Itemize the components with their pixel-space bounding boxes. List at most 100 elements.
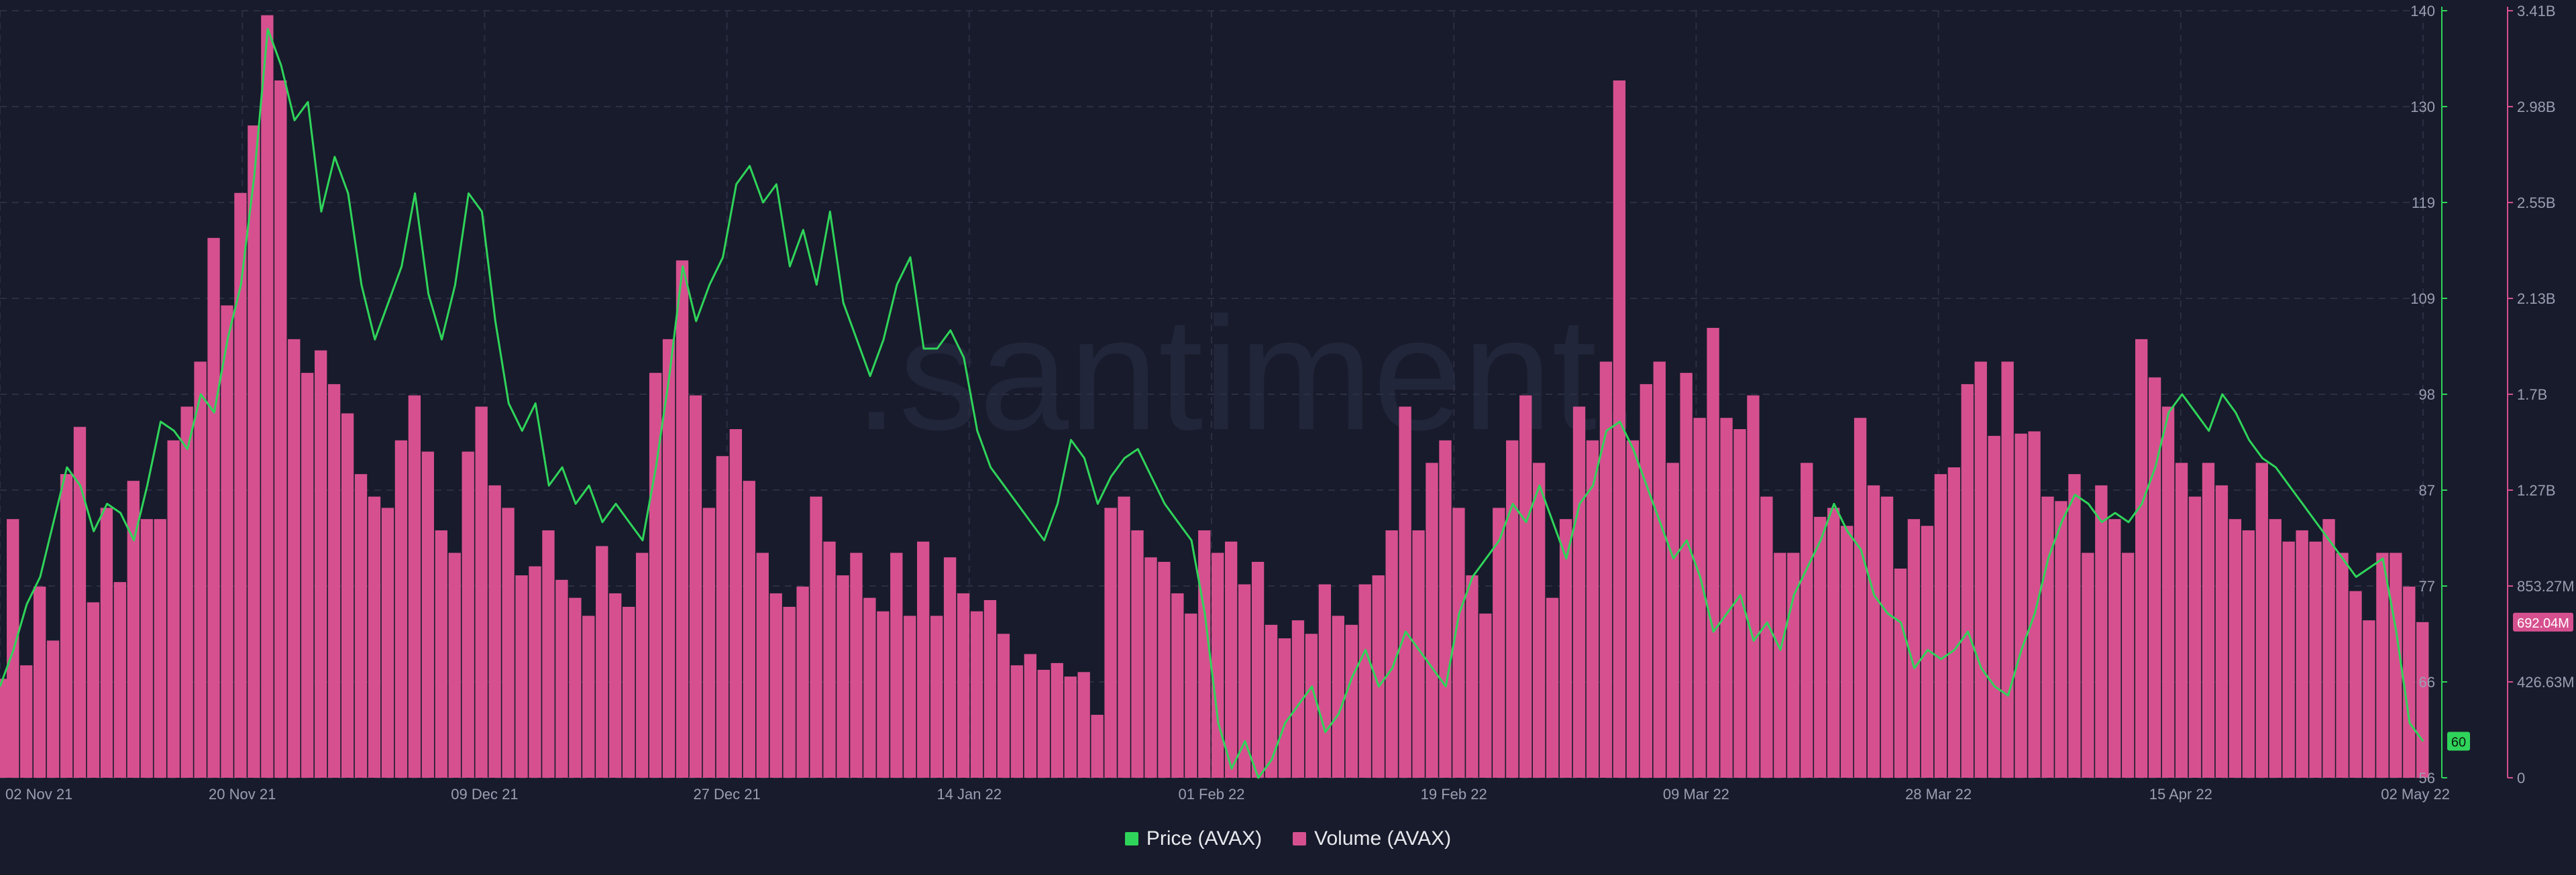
volume-bar — [1974, 361, 1987, 778]
volume-bar — [1840, 526, 1854, 778]
volume-bar — [502, 508, 515, 778]
volume-bar — [529, 566, 541, 778]
volume-bar — [689, 395, 702, 778]
volume-bar — [1934, 474, 1947, 778]
volume-bar — [1493, 508, 1505, 778]
volume-bar — [180, 406, 193, 778]
volume-bar — [421, 451, 435, 778]
volume-bar — [2055, 501, 2068, 778]
volume-bar — [1238, 584, 1251, 778]
volume-bar — [408, 395, 421, 778]
volume-bar — [462, 451, 474, 778]
volume-tick-label: 1.7B — [2517, 386, 2547, 403]
price-tick-label: 119 — [2412, 194, 2435, 211]
price-tick-label: 56 — [2419, 770, 2435, 786]
volume-bar — [622, 607, 635, 778]
volume-bar — [488, 485, 501, 778]
legend-item-volume[interactable]: Volume (AVAX) — [1293, 827, 1451, 850]
price-tick-label: 77 — [2419, 578, 2435, 595]
volume-bar — [2363, 620, 2375, 778]
volume-bar — [1707, 328, 1719, 778]
volume-bar — [248, 125, 260, 778]
volume-bar — [569, 597, 582, 778]
volume-bar — [1372, 575, 1385, 778]
volume-bar — [73, 426, 87, 778]
volume-bar — [1439, 440, 1452, 778]
volume-bar — [274, 80, 287, 778]
volume-bar — [877, 611, 890, 778]
volume-bar — [796, 586, 809, 778]
volume-bar — [1572, 406, 1586, 778]
legend-label-price: Price (AVAX) — [1146, 827, 1263, 850]
volume-bar — [1774, 552, 1786, 778]
x-tick-label: 27 Dec 21 — [693, 786, 760, 803]
volume-bar — [448, 552, 461, 778]
volume-bar — [1747, 395, 1760, 778]
volume-bar — [2229, 519, 2242, 778]
volume-bar — [87, 602, 100, 778]
price-line — [0, 27, 2424, 779]
volume-bars — [0, 15, 2429, 778]
price-tick-label: 140 — [2410, 3, 2435, 19]
x-tick-label: 01 Feb 22 — [1178, 786, 1244, 803]
volume-bar — [1760, 496, 1773, 778]
volume-bar — [2255, 463, 2268, 778]
volume-bar — [515, 575, 528, 778]
volume-bar — [997, 634, 1010, 778]
x-tick-label: 20 Nov 21 — [209, 786, 276, 803]
legend-label-volume: Volume (AVAX) — [1314, 827, 1452, 850]
volume-bar — [1118, 496, 1130, 778]
volume-bar — [2269, 519, 2282, 778]
volume-bar — [970, 611, 983, 778]
volume-bar — [743, 481, 755, 778]
volume-bar — [435, 530, 447, 778]
volume-bar — [582, 616, 595, 778]
volume-bar — [19, 665, 33, 778]
volume-bar — [1532, 463, 1546, 778]
volume-bar — [46, 640, 60, 778]
volume-bar — [2403, 586, 2416, 778]
volume-bar — [904, 616, 916, 778]
volume-bar — [609, 593, 622, 778]
volume-bar — [2376, 552, 2389, 778]
volume-bar — [2001, 361, 2014, 778]
volume-bar — [1091, 715, 1104, 778]
volume-bar — [702, 508, 716, 778]
volume-bar — [2188, 496, 2202, 778]
volume-bar — [368, 496, 381, 778]
volume-bar — [354, 474, 368, 778]
volume-bar — [327, 384, 341, 778]
volume-bar — [1827, 508, 1840, 778]
volume-bar — [1880, 496, 1894, 778]
volume-bar — [100, 508, 113, 778]
volume-bar — [234, 192, 247, 778]
volume-bar — [1559, 519, 1572, 778]
volume-bar — [2242, 530, 2255, 778]
volume-bar — [1345, 624, 1358, 778]
volume-bar — [2068, 474, 2081, 778]
volume-bar — [2095, 485, 2108, 778]
volume-bar — [154, 519, 166, 778]
x-tick-label: 19 Feb 22 — [1421, 786, 1487, 803]
volume-bar — [301, 373, 314, 778]
volume-bar — [1479, 614, 1492, 778]
volume-bar — [1010, 665, 1024, 778]
volume-bar — [769, 593, 782, 778]
price-current-badge — [2447, 732, 2470, 751]
volume-tick-label: 2.98B — [2517, 99, 2556, 115]
price-line-group — [0, 27, 2424, 779]
volume-bar — [2041, 496, 2054, 778]
volume-bar — [394, 440, 408, 778]
volume-bar — [167, 440, 180, 778]
volume-bar — [1680, 373, 1693, 778]
volume-bar — [1801, 463, 1813, 778]
volume-bar — [957, 593, 970, 778]
legend-item-price[interactable]: Price (AVAX) — [1124, 827, 1263, 850]
volume-bar — [2282, 541, 2295, 778]
volume-bar — [850, 552, 863, 778]
price-tick-label: 87 — [2419, 482, 2435, 499]
volume-bar — [341, 413, 354, 778]
volume-bar — [2322, 519, 2335, 778]
volume-bar — [823, 541, 836, 778]
